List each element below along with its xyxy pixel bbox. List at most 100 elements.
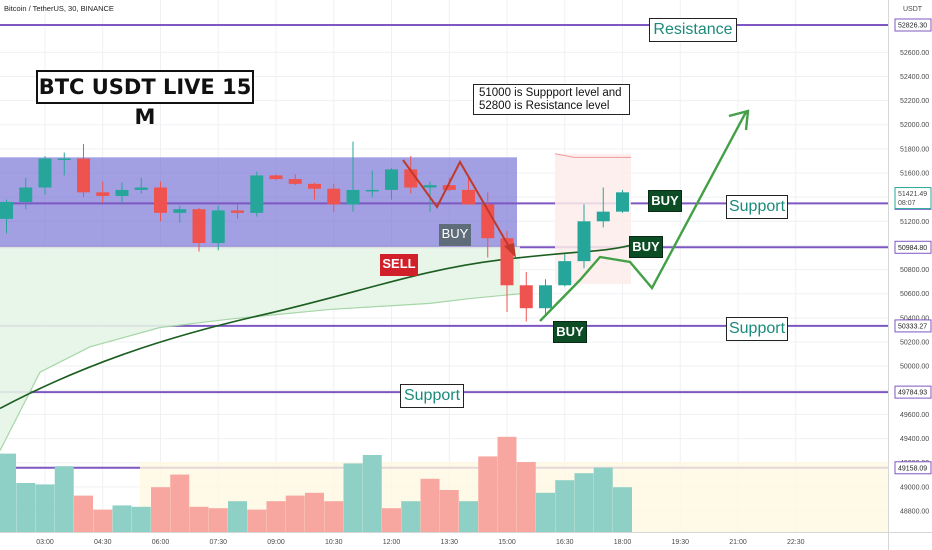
volume-bar	[228, 501, 247, 532]
volume-bar	[343, 463, 363, 532]
time-tick-label: 16:30	[556, 539, 574, 546]
level-note: 51000 is Suppport level and 52800 is Res…	[473, 84, 630, 115]
volume-bar	[131, 506, 151, 532]
level-price-tag: 50333.27	[894, 319, 932, 333]
candle-body	[0, 201, 13, 219]
time-tick-label: 22:30	[787, 539, 805, 546]
time-tick-label: 13:30	[440, 539, 458, 546]
time-tick-label: 15:00	[498, 539, 516, 546]
candle-body	[346, 189, 360, 205]
level-price-tag-box	[894, 240, 932, 254]
candle-body	[231, 210, 244, 213]
time-tick-label: 10:30	[325, 539, 343, 546]
last-price-tag-box	[894, 187, 932, 210]
support-label-mid: Support	[726, 317, 788, 341]
level-price-tag: 49158.09	[894, 461, 932, 475]
candle-body	[211, 210, 225, 244]
price-tick-label: 50600.00	[900, 291, 929, 298]
time-tick-label: 07:30	[209, 539, 227, 546]
volume-bar	[208, 508, 228, 532]
price-tick-label: 48800.00	[900, 509, 929, 516]
volume-bar	[382, 508, 401, 532]
volume-bar	[54, 466, 74, 532]
volume-bars	[0, 436, 888, 532]
level-note-line-1: 51000 is Suppport level and	[479, 87, 622, 99]
candle-body	[558, 261, 572, 286]
candle-body	[519, 285, 533, 309]
price-tick-label: 51800.00	[900, 146, 929, 153]
price-tick-label: 52000.00	[900, 122, 929, 129]
candle-body	[96, 192, 110, 196]
resistance-label: Resistance	[649, 18, 737, 42]
price-tick-label: 49400.00	[900, 436, 929, 443]
volume-bar	[285, 495, 305, 532]
symbol-label: Bitcoin / TetherUS, 30, BINANCE	[4, 4, 114, 13]
price-tick-label: 50800.00	[900, 267, 929, 274]
up-arrow-path	[539, 111, 748, 322]
candle-body	[365, 189, 379, 192]
candle-body	[385, 169, 398, 190]
price-tick-label: 50000.00	[900, 364, 929, 371]
time-tick-label: 19:30	[671, 539, 689, 546]
time-tick-label: 09:00	[267, 539, 285, 546]
up-arrow-head	[728, 109, 750, 131]
time-tick-label: 03:00	[36, 539, 54, 546]
candle-body	[596, 211, 610, 222]
level-price-tag-box	[894, 319, 932, 333]
price-tick-label: 50200.00	[900, 340, 929, 347]
time-tick-label: 06:00	[152, 539, 170, 546]
volume-bar	[151, 487, 170, 532]
sell-signal: SELL	[380, 254, 418, 276]
candle-body	[539, 285, 552, 309]
level-price-tag-box	[894, 18, 932, 32]
support-label-low: Support	[400, 384, 464, 408]
volume-bar	[0, 453, 16, 532]
candle-body	[134, 187, 148, 190]
down-arrow-path	[402, 159, 513, 253]
volume-bar	[112, 505, 132, 532]
down-arrow-head	[504, 243, 516, 258]
volume-bar	[189, 506, 209, 532]
volume-bar	[16, 483, 36, 532]
buy-signal-bottom: BUY	[553, 321, 587, 343]
volume-bar	[497, 436, 517, 532]
candle-body	[308, 183, 321, 189]
chart-title: BTC USDT LIVE 15 M	[36, 70, 254, 129]
volume-bar	[266, 501, 286, 532]
trade-zone-edge	[554, 153, 631, 158]
level-price-tag-text: 52826.30	[898, 23, 927, 30]
volume-bar	[170, 474, 190, 532]
volume-bar	[74, 495, 93, 532]
price-tick-label: 49600.00	[900, 412, 929, 419]
level-price-tag-text: 50984.80	[898, 245, 927, 252]
level-price-tag-box	[894, 385, 932, 399]
candle-body	[442, 185, 456, 190]
time-tick-label: 21:00	[729, 539, 747, 546]
volume-bar	[516, 462, 536, 532]
price-tags: 52826.3051348.9050984.8050333.2749784.93…	[894, 18, 932, 475]
candle-body	[288, 179, 302, 184]
volume-bar	[459, 501, 478, 532]
currency-label: USDT	[903, 6, 923, 13]
volume-bar	[324, 501, 344, 532]
candle-body	[616, 192, 629, 212]
prediction-arrows	[402, 109, 750, 322]
last-price-tag: 51421.49 08:07	[894, 187, 932, 210]
candle-body	[462, 189, 475, 205]
last-price-value: 51421.49	[898, 191, 927, 198]
candle-body	[423, 185, 437, 188]
volume-bar	[247, 509, 267, 532]
level-price-tag: 52826.30	[894, 18, 932, 32]
volume-bar	[439, 490, 459, 532]
price-tick-label: 51600.00	[900, 171, 929, 178]
candle-body	[250, 175, 264, 213]
price-tick-label: 50400.00	[900, 315, 929, 322]
volume-bar	[478, 456, 498, 532]
candle-body	[115, 189, 129, 196]
candle-body	[38, 158, 52, 188]
support-label-upper: Support	[726, 195, 788, 219]
level-price-tag-text: 49784.93	[898, 390, 927, 397]
last-price-countdown: 08:07	[898, 200, 916, 207]
volume-bar	[35, 484, 55, 532]
